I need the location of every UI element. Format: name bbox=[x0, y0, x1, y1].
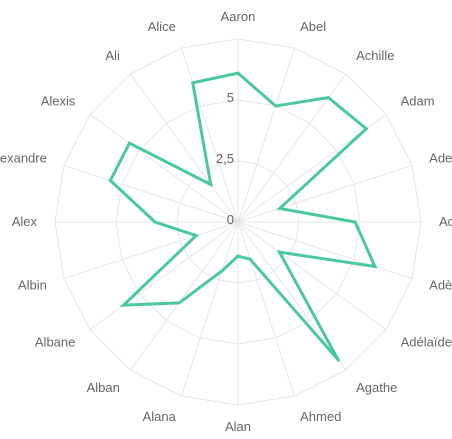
tick-label: 2,5 bbox=[216, 151, 234, 166]
category-label: Aaron bbox=[221, 9, 256, 24]
axis-spoke bbox=[237, 221, 296, 397]
data-point bbox=[364, 127, 368, 131]
category-label: Adèle bbox=[429, 277, 452, 292]
data-point bbox=[108, 179, 112, 183]
category-label: Alex bbox=[12, 214, 38, 229]
category-label: Alexandre bbox=[0, 151, 47, 166]
category-label: Adélaïde bbox=[401, 334, 452, 349]
axis-spoke bbox=[180, 47, 239, 223]
category-label: Ali bbox=[105, 48, 120, 63]
category-label: Abel bbox=[300, 19, 326, 34]
category-label: Alban bbox=[87, 380, 120, 395]
data-point bbox=[209, 182, 213, 186]
data-point bbox=[177, 301, 181, 305]
data-point bbox=[191, 81, 195, 85]
tick-label: 0 bbox=[227, 212, 234, 227]
category-label: Alexis bbox=[41, 94, 76, 109]
category-label: Adrien bbox=[439, 214, 452, 229]
axis-spoke bbox=[237, 73, 346, 223]
category-label: Albane bbox=[35, 334, 75, 349]
data-point bbox=[122, 303, 126, 307]
data-point bbox=[236, 71, 240, 75]
axis-spoke bbox=[237, 221, 346, 371]
data-point bbox=[153, 220, 157, 224]
axis-spoke bbox=[130, 221, 239, 371]
data-point bbox=[326, 96, 330, 100]
data-point bbox=[274, 104, 278, 108]
category-label: Agathe bbox=[356, 380, 397, 395]
data-point bbox=[278, 206, 282, 210]
axis-spoke bbox=[89, 114, 239, 223]
data-point bbox=[277, 250, 281, 254]
data-point bbox=[248, 257, 252, 261]
series-line bbox=[108, 71, 378, 362]
axis-spoke bbox=[237, 164, 413, 223]
category-label: Alice bbox=[148, 19, 176, 34]
axis-spoke bbox=[237, 221, 387, 330]
radial-tick-labels: 02,55 bbox=[216, 90, 234, 227]
category-label: Albin bbox=[18, 277, 47, 292]
data-point bbox=[127, 141, 131, 145]
data-point bbox=[194, 234, 198, 238]
axis-spoke bbox=[180, 221, 239, 397]
axis-spoke bbox=[63, 221, 239, 280]
data-point bbox=[373, 264, 377, 268]
data-point bbox=[220, 269, 224, 273]
category-label: Alana bbox=[143, 409, 177, 424]
category-label: Achille bbox=[356, 48, 394, 63]
radar-spokes bbox=[55, 39, 421, 405]
radar-series bbox=[108, 71, 378, 362]
axis-spoke bbox=[130, 73, 239, 223]
category-label: Alan bbox=[225, 419, 251, 434]
category-label: Ahmed bbox=[300, 409, 341, 424]
data-point bbox=[353, 220, 357, 224]
data-point bbox=[336, 358, 340, 362]
category-label: Adam bbox=[401, 94, 435, 109]
category-labels: Aaron Abel Achille Adam Adem Adrien Adèle Adéla… bbox=[0, 9, 452, 434]
category-label: Adem bbox=[429, 151, 452, 166]
data-point bbox=[236, 254, 240, 258]
axis-spoke bbox=[237, 221, 413, 280]
axis-spoke bbox=[237, 47, 296, 223]
axis-spoke bbox=[89, 221, 239, 330]
tick-label: 5 bbox=[227, 90, 234, 105]
axis-spoke bbox=[63, 164, 239, 223]
